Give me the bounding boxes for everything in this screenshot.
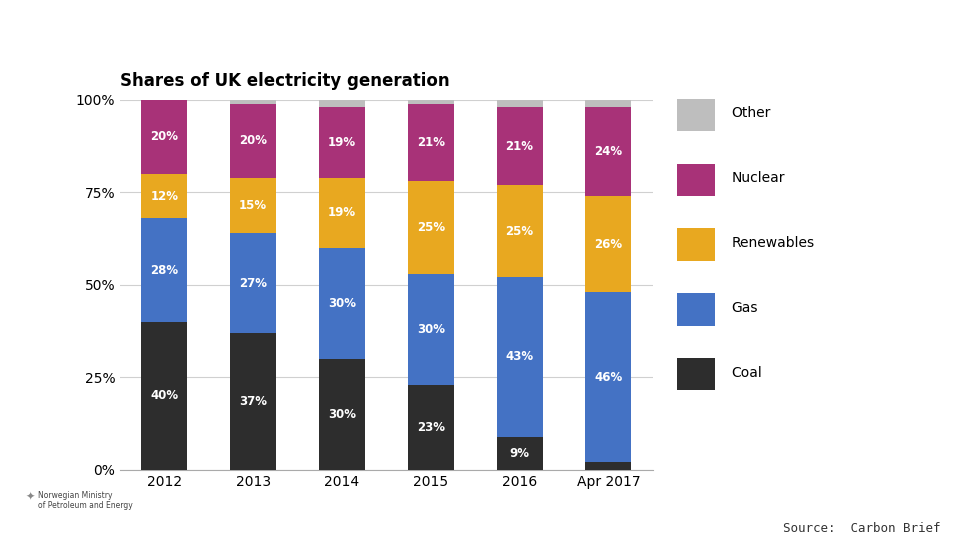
Text: Gas as replacement for coal: Gas as replacement for coal <box>261 26 699 55</box>
Text: Coal: Coal <box>732 366 762 380</box>
Text: 19%: 19% <box>328 136 356 149</box>
Text: ✦: ✦ <box>26 492 36 502</box>
Bar <box>496 436 542 470</box>
Text: 23%: 23% <box>417 421 444 434</box>
Text: 9%: 9% <box>510 447 530 460</box>
Bar <box>141 322 187 470</box>
Bar <box>141 218 187 322</box>
Bar <box>496 185 542 278</box>
Bar <box>408 384 454 470</box>
Text: 24%: 24% <box>594 145 622 158</box>
Text: 46%: 46% <box>594 371 622 384</box>
Text: 30%: 30% <box>328 408 356 421</box>
Text: 21%: 21% <box>417 136 444 149</box>
Bar <box>230 100 276 104</box>
Bar <box>496 278 542 436</box>
FancyBboxPatch shape <box>678 164 715 196</box>
FancyBboxPatch shape <box>678 293 715 326</box>
Bar <box>319 107 365 178</box>
FancyBboxPatch shape <box>678 99 715 131</box>
Text: 27%: 27% <box>239 276 267 289</box>
Text: 25%: 25% <box>506 225 534 238</box>
Text: 25%: 25% <box>417 221 444 234</box>
Bar <box>408 100 454 104</box>
Bar <box>319 248 365 359</box>
Bar <box>230 178 276 233</box>
Text: 43%: 43% <box>506 350 534 363</box>
Bar <box>496 107 542 185</box>
Text: Norwegian Ministry
of Petroleum and Energy: Norwegian Ministry of Petroleum and Ener… <box>38 491 133 510</box>
Bar <box>319 100 365 107</box>
Text: 19%: 19% <box>328 206 356 219</box>
Text: Source:  Carbon Brief: Source: Carbon Brief <box>783 522 941 535</box>
Bar <box>230 333 276 470</box>
Text: Renewables: Renewables <box>732 236 814 250</box>
Bar <box>408 274 454 384</box>
Bar <box>408 104 454 181</box>
Bar <box>230 233 276 333</box>
Bar <box>230 104 276 178</box>
Text: 20%: 20% <box>151 130 179 144</box>
Bar <box>586 196 632 292</box>
Bar <box>586 100 632 107</box>
Text: Other: Other <box>732 106 771 120</box>
Text: Gas: Gas <box>732 301 757 315</box>
Text: 37%: 37% <box>239 395 267 408</box>
Text: 15%: 15% <box>239 199 267 212</box>
Text: 12%: 12% <box>151 190 179 202</box>
Bar <box>141 174 187 218</box>
Bar <box>319 178 365 248</box>
Text: 28%: 28% <box>151 264 179 276</box>
Bar <box>586 107 632 196</box>
Text: 40%: 40% <box>151 389 179 402</box>
Bar <box>319 359 365 470</box>
Text: 30%: 30% <box>328 297 356 310</box>
FancyBboxPatch shape <box>678 358 715 390</box>
Bar <box>408 181 454 274</box>
Text: 20%: 20% <box>239 134 267 147</box>
Bar <box>141 100 187 174</box>
FancyBboxPatch shape <box>678 228 715 261</box>
Bar <box>586 462 632 470</box>
Text: 21%: 21% <box>506 140 534 153</box>
Text: Nuclear: Nuclear <box>732 171 784 185</box>
Text: 30%: 30% <box>417 323 444 336</box>
Text: Shares of UK electricity generation: Shares of UK electricity generation <box>120 72 449 90</box>
Bar <box>496 100 542 107</box>
Bar <box>586 292 632 462</box>
Text: 26%: 26% <box>594 238 622 251</box>
